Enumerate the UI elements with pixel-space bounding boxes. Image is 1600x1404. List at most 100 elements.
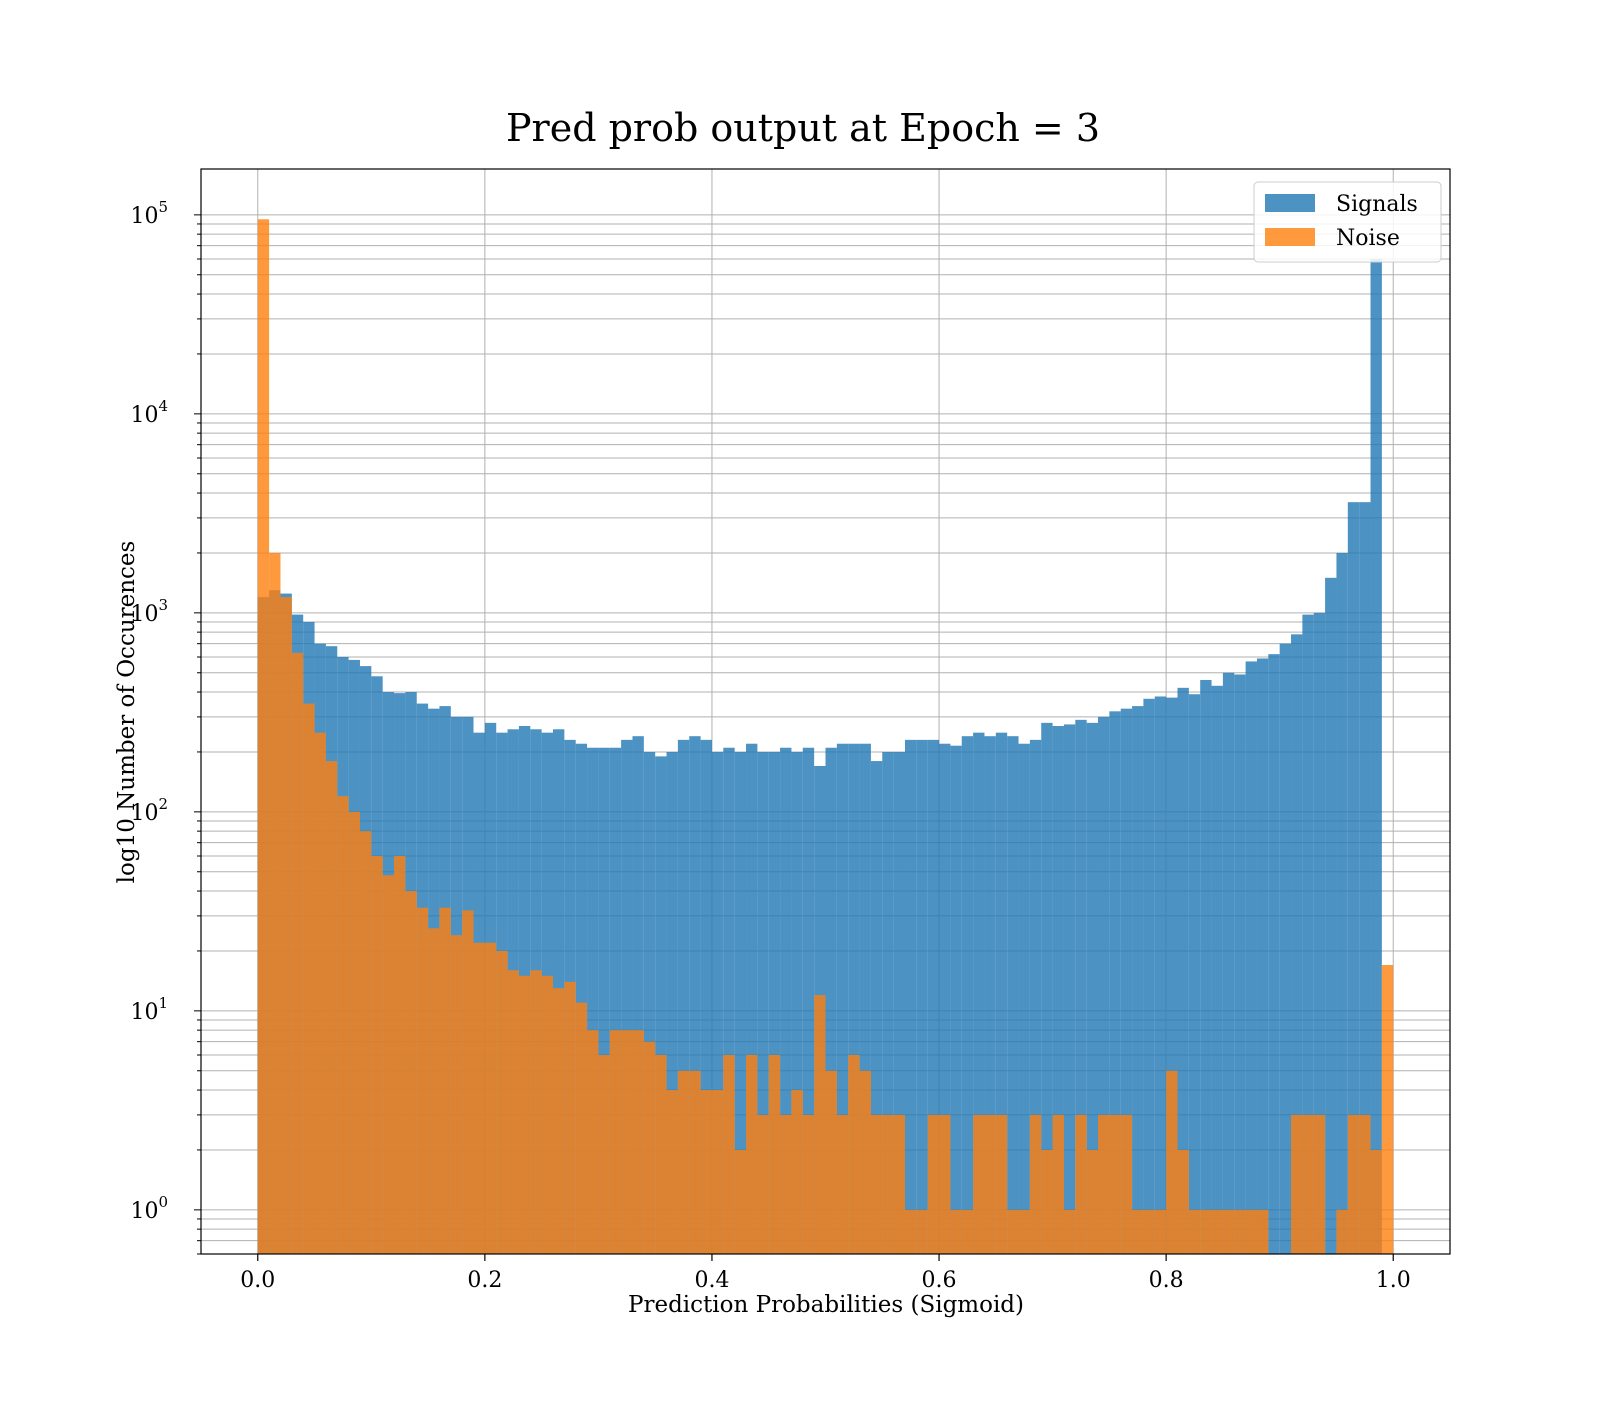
bar-noise — [1177, 1149, 1189, 1254]
bar-signals — [723, 747, 735, 1254]
bar-signals — [1007, 736, 1019, 1254]
bar-signals — [1052, 726, 1064, 1254]
bar-noise — [768, 1055, 781, 1254]
bar-noise — [621, 1030, 633, 1254]
bar-signals — [677, 739, 690, 1254]
legend-swatch-signals — [1265, 194, 1315, 212]
bar-signals — [916, 739, 928, 1254]
x-axis-ticks: 0.0 0.2 0.4 0.6 0.8 1.0 — [240, 1254, 1411, 1293]
plot-frame — [200, 168, 1451, 1255]
bar-noise — [1098, 1114, 1110, 1254]
bar-noise — [1007, 1209, 1019, 1254]
bar-noise — [337, 796, 349, 1254]
bar-signals — [825, 747, 837, 1254]
bar-noise — [734, 1149, 747, 1254]
y-axis-label: log10 Number of Occurences — [114, 541, 140, 884]
bar-noise — [870, 1114, 883, 1254]
bar-noise — [587, 1030, 599, 1254]
bar-signals — [950, 745, 962, 1254]
legend-label-signals: Signals — [1336, 192, 1418, 217]
bar-noise — [484, 942, 497, 1254]
bar-noise — [859, 1070, 871, 1254]
bar-noise — [973, 1114, 985, 1254]
bar-signals — [1132, 706, 1144, 1254]
bar-noise — [473, 942, 485, 1254]
bar-noise — [677, 1070, 690, 1254]
bar-noise — [280, 597, 292, 1254]
bar-signals — [780, 747, 792, 1254]
y-tick-label: 100 — [130, 1193, 168, 1224]
bar-signals — [700, 739, 712, 1254]
bar-signals — [939, 743, 951, 1254]
bar-noise — [1245, 1209, 1257, 1254]
bar-noise — [303, 703, 315, 1254]
bar-signals — [575, 743, 588, 1254]
bar-noise — [291, 652, 304, 1254]
bar-noise — [371, 856, 383, 1254]
bar-noise — [723, 1055, 735, 1254]
bar-noise — [1234, 1209, 1246, 1254]
bar-noise — [450, 935, 463, 1254]
chart-title: Pred prob output at Epoch = 3 — [506, 106, 1100, 150]
x-axis-label: Prediction Probabilities (Sigmoid) — [628, 1292, 1024, 1318]
bar-noise — [836, 1114, 849, 1254]
bar-signals — [1245, 661, 1257, 1254]
bar-noise — [598, 1055, 610, 1254]
bar-signals — [1154, 696, 1167, 1254]
bars-layer — [257, 219, 1394, 1255]
bar-noise — [882, 1114, 894, 1254]
bar-signals — [1359, 502, 1371, 1254]
bar-noise — [780, 1114, 792, 1254]
y-tick-label: 101 — [130, 994, 168, 1025]
x-tick-label: 0.0 — [240, 1268, 275, 1293]
bar-noise — [575, 1002, 588, 1254]
x-tick-label: 0.6 — [922, 1268, 957, 1293]
bar-noise — [1336, 1209, 1348, 1254]
bar-noise — [1109, 1114, 1121, 1254]
bar-noise — [1052, 1114, 1064, 1254]
bar-noise — [1086, 1149, 1099, 1254]
x-tick-label: 1.0 — [1376, 1268, 1411, 1293]
bar-signals — [768, 751, 781, 1254]
bar-noise — [1188, 1209, 1201, 1254]
bar-signals — [1177, 687, 1189, 1254]
bar-signals — [632, 736, 644, 1254]
bar-signals — [689, 736, 701, 1254]
bar-noise — [1222, 1209, 1235, 1254]
bar-signals — [802, 747, 815, 1254]
bar-noise — [802, 1114, 815, 1254]
bar-signals — [1347, 502, 1360, 1254]
bar-signals — [1086, 722, 1099, 1254]
y-tick-label: 103 — [130, 596, 168, 627]
bar-signals — [904, 739, 917, 1254]
bar-signals — [984, 736, 996, 1254]
bar-signals — [1018, 743, 1030, 1254]
bar-signals — [1200, 679, 1212, 1254]
bar-signals — [1041, 722, 1053, 1254]
bar-noise — [496, 950, 508, 1254]
bar-signals — [711, 751, 724, 1254]
bar-signals — [1143, 698, 1155, 1254]
bar-noise — [1029, 1114, 1042, 1254]
bar-noise — [825, 1070, 837, 1254]
bar-signals — [791, 751, 803, 1254]
bar-noise — [950, 1209, 962, 1254]
bar-noise — [746, 1055, 758, 1254]
series-noise — [257, 219, 1394, 1255]
bar-noise — [428, 928, 440, 1254]
bar-noise — [1120, 1114, 1133, 1254]
bar-signals — [757, 751, 769, 1254]
bar-noise — [995, 1114, 1008, 1254]
bar-signals — [1222, 672, 1235, 1254]
bar-signals — [621, 739, 633, 1254]
bar-noise — [632, 1030, 644, 1254]
bar-noise — [904, 1209, 917, 1254]
bar-noise — [1313, 1114, 1326, 1254]
legend: Signals Noise — [1253, 181, 1442, 263]
bar-signals — [1325, 577, 1337, 1254]
bar-signals — [666, 751, 678, 1254]
bar-signals — [746, 743, 758, 1254]
bar-signals — [1109, 711, 1121, 1254]
bar-noise — [609, 1030, 622, 1254]
